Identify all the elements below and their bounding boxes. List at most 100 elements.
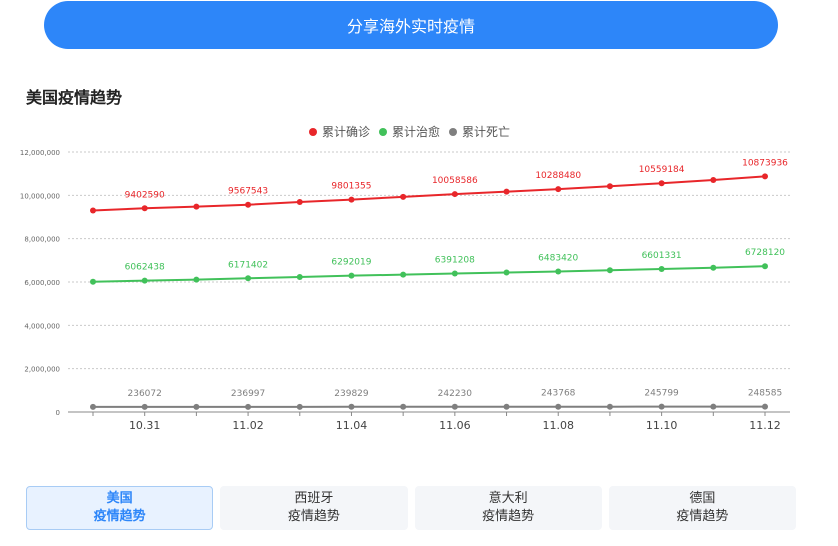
tab-label-line1: 美国 bbox=[106, 491, 133, 506]
data-point bbox=[503, 188, 510, 195]
data-point bbox=[400, 193, 407, 200]
data-point bbox=[90, 278, 96, 285]
data-point bbox=[193, 203, 200, 210]
tab-label-line2: 疫情趋势 bbox=[287, 509, 340, 524]
data-point bbox=[348, 196, 355, 203]
data-point bbox=[451, 270, 458, 277]
data-label: 6601331 bbox=[642, 251, 682, 261]
data-point bbox=[141, 277, 148, 284]
data-label: 6483420 bbox=[538, 254, 578, 264]
data-label: 248585 bbox=[748, 389, 782, 399]
data-point bbox=[245, 201, 252, 208]
data-label: 6062438 bbox=[125, 263, 165, 273]
data-point bbox=[90, 207, 96, 214]
data-label: 239829 bbox=[334, 389, 369, 399]
data-label: 243768 bbox=[541, 389, 576, 399]
data-point bbox=[555, 403, 562, 410]
data-label: 6171402 bbox=[228, 260, 268, 270]
data-point bbox=[296, 403, 303, 410]
y-tick-label: 2,000,000 bbox=[24, 366, 60, 374]
data-point bbox=[762, 263, 768, 270]
series-line bbox=[92, 175, 766, 212]
data-point bbox=[451, 403, 458, 410]
data-point bbox=[141, 205, 148, 212]
data-point bbox=[296, 199, 303, 206]
data-label: 6292019 bbox=[331, 258, 371, 268]
data-label: 9567543 bbox=[228, 187, 268, 197]
data-point bbox=[348, 272, 355, 279]
data-label: 236997 bbox=[231, 389, 265, 399]
data-point bbox=[245, 403, 252, 410]
data-point bbox=[762, 173, 768, 180]
data-label: 242230 bbox=[438, 389, 473, 399]
data-point bbox=[606, 403, 613, 410]
y-tick-label: 8,000,000 bbox=[24, 236, 60, 244]
share-overseas-button[interactable]: 分享海外实时疫情 bbox=[44, 1, 778, 49]
data-point bbox=[141, 403, 148, 410]
tab-italy[interactable]: 意大利 疫情趋势 bbox=[414, 486, 602, 530]
section-title: 美国疫情趋势 bbox=[26, 88, 123, 107]
x-tick-label: 10.31 bbox=[129, 419, 161, 432]
data-point bbox=[90, 403, 96, 410]
legend-marker bbox=[449, 128, 457, 136]
data-label: 10873936 bbox=[742, 158, 788, 168]
data-label: 9402590 bbox=[125, 190, 165, 200]
x-tick-label: 11.08 bbox=[542, 419, 574, 432]
data-label: 6391208 bbox=[435, 256, 475, 266]
data-point bbox=[296, 274, 303, 281]
tab-label-line2: 疫情趋势 bbox=[482, 509, 535, 524]
y-tick-label: 0 bbox=[56, 409, 60, 417]
data-point bbox=[451, 191, 458, 198]
data-point bbox=[503, 403, 510, 410]
data-label: 10288480 bbox=[535, 171, 581, 181]
y-tick-label: 12,000,000 bbox=[20, 149, 60, 157]
tab-label-line1: 德国 bbox=[689, 491, 716, 506]
legend-marker bbox=[379, 128, 387, 136]
data-point bbox=[400, 271, 407, 278]
data-point bbox=[658, 265, 665, 272]
legend-label: 累计确诊 bbox=[322, 125, 370, 139]
y-tick-label: 4,000,000 bbox=[24, 322, 60, 330]
data-point bbox=[606, 183, 613, 190]
tab-label-line2: 疫情趋势 bbox=[93, 509, 146, 524]
data-point bbox=[193, 276, 200, 283]
data-point bbox=[658, 180, 665, 187]
data-point bbox=[555, 186, 562, 193]
data-point bbox=[762, 403, 768, 410]
x-tick-label: 11.12 bbox=[749, 419, 781, 432]
country-tabs: 美国 疫情趋势 西班牙 疫情趋势 意大利 疫情趋势 德国 疫情趋势 bbox=[26, 486, 796, 530]
data-point bbox=[245, 275, 252, 282]
data-point bbox=[710, 403, 717, 410]
x-tick-label: 11.06 bbox=[439, 419, 471, 432]
data-point bbox=[658, 403, 665, 410]
data-label: 6728120 bbox=[745, 248, 785, 258]
tab-spain[interactable]: 西班牙 疫情趋势 bbox=[220, 486, 408, 530]
data-label: 9801355 bbox=[331, 182, 371, 192]
data-point bbox=[503, 269, 510, 276]
legend-label: 累计死亡 bbox=[462, 125, 510, 139]
legend-marker bbox=[309, 128, 317, 136]
data-point bbox=[606, 267, 613, 274]
tab-usa[interactable]: 美国 疫情趋势 bbox=[26, 486, 214, 530]
tab-germany[interactable]: 德国 疫情趋势 bbox=[608, 486, 796, 530]
data-label: 245799 bbox=[644, 389, 679, 399]
x-tick-label: 11.02 bbox=[232, 419, 264, 432]
data-point bbox=[193, 403, 200, 410]
data-point bbox=[710, 264, 717, 271]
x-tick-label: 11.04 bbox=[336, 419, 368, 432]
y-tick-label: 10,000,000 bbox=[20, 192, 60, 200]
legend-label: 累计治愈 bbox=[392, 124, 440, 139]
series-line bbox=[92, 265, 766, 283]
data-label: 10559184 bbox=[639, 165, 685, 175]
tab-label-line1: 意大利 bbox=[488, 491, 528, 506]
trend-chart: 0 2,000,000 4,000,000 6,000,000 8,000,000 10,… bbox=[20, 124, 790, 432]
data-point bbox=[710, 176, 717, 183]
data-point bbox=[400, 403, 407, 410]
tab-label-line1: 西班牙 bbox=[294, 491, 334, 506]
y-tick-label: 6,000,000 bbox=[24, 279, 60, 287]
x-tick-label: 11.10 bbox=[646, 419, 678, 432]
data-point bbox=[555, 268, 562, 275]
data-label: 236072 bbox=[128, 389, 162, 399]
data-point bbox=[348, 403, 355, 410]
data-label: 10058586 bbox=[432, 176, 478, 186]
